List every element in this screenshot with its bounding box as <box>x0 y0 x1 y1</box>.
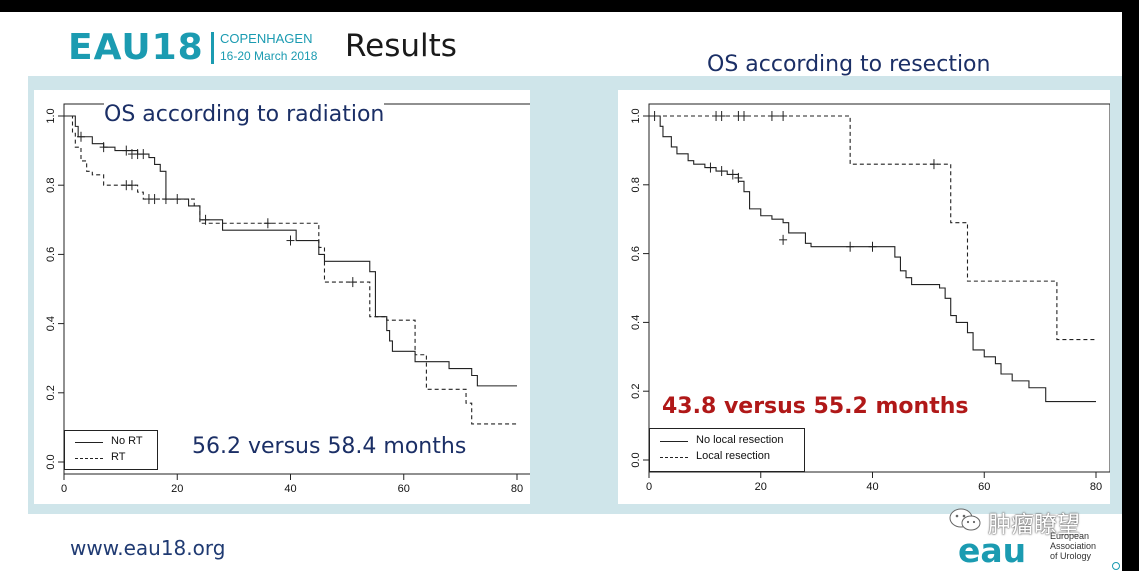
legend-label: No RT <box>111 435 143 447</box>
km-curve-solid <box>64 115 517 387</box>
km-plot-radiation: 0 20 40 60 80 0.0 0.2 0.4 0.6 0.8 1.0 OS according… <box>34 90 530 504</box>
y-tick-label: 1.0 <box>45 108 57 123</box>
legend: No RT RT <box>64 430 158 470</box>
logo-eau-text: EAU18 <box>68 27 204 68</box>
y-tick-label: 0.4 <box>45 316 57 331</box>
y-tick-label: 0.8 <box>630 177 642 192</box>
logo-divider <box>211 32 214 64</box>
y-tick-label: 0.6 <box>45 247 57 262</box>
y-tick-label: 0.4 <box>630 315 642 330</box>
legend-entry: Local resection <box>650 450 802 464</box>
legend-entry: No RT <box>65 435 155 449</box>
eau-logo-mark: eau <box>958 531 1027 570</box>
legend-entry: No local resection <box>650 434 802 448</box>
logo-city: COPENHAGEN <box>220 31 313 46</box>
legend-label: Local resection <box>696 450 770 462</box>
plot-title: OS according to radiation <box>104 102 385 127</box>
km-curve-dashed <box>649 115 1096 341</box>
y-tick-label: 0.0 <box>630 452 642 467</box>
x-tick-label: 20 <box>755 481 767 493</box>
legend-label: RT <box>111 451 126 463</box>
legend-label: No local resection <box>696 434 784 446</box>
x-tick-label: 80 <box>1090 481 1102 493</box>
median-comparison-text: 56.2 versus 58.4 months <box>192 434 467 459</box>
median-comparison-text: 43.8 versus 55.2 months <box>662 394 969 419</box>
plot-frame <box>648 103 1110 473</box>
y-tick-label: 1.0 <box>630 108 642 123</box>
org-line: Association <box>1050 541 1097 551</box>
right-black-bar <box>1122 0 1139 571</box>
legend-entry: RT <box>65 451 155 465</box>
eau-org-name: European Association of Urology <box>1050 531 1096 561</box>
footer-url: www.eau18.org <box>70 536 226 560</box>
y-tick-label: 0.0 <box>45 454 57 469</box>
top-black-bar <box>0 0 1139 12</box>
km-curve-solid <box>649 115 1096 403</box>
km-plot-resection-svg: 0 20 40 60 80 0.0 0.2 0.4 0.6 0.8 1.0 <box>630 103 1110 493</box>
right-plot-caption: OS according to resection <box>707 52 991 77</box>
legend-swatch-solid <box>75 442 103 443</box>
legend-swatch-dashed <box>660 457 688 458</box>
legend-swatch-solid <box>660 441 688 442</box>
corner-logo-icon <box>1112 562 1120 570</box>
x-tick-label: 40 <box>284 483 296 495</box>
km-curve-dashed <box>64 115 517 425</box>
plot-frame <box>63 103 530 475</box>
y-tick-label: 0.6 <box>630 246 642 261</box>
wechat-icon <box>949 508 981 531</box>
org-line: European <box>1050 531 1090 541</box>
slide-title: Results <box>345 28 457 64</box>
legend-swatch-dashed <box>75 458 103 459</box>
y-tick-label: 0.2 <box>45 385 57 400</box>
x-tick-label: 80 <box>511 483 523 495</box>
x-tick-label: 20 <box>171 483 183 495</box>
x-tick-label: 60 <box>398 483 410 495</box>
legend: No local resection Local resection <box>649 428 805 472</box>
km-plot-resection: 0 20 40 60 80 0.0 0.2 0.4 0.6 0.8 1.0 No local res… <box>618 90 1110 504</box>
x-tick-label: 40 <box>866 481 878 493</box>
x-tick-label: 60 <box>978 481 990 493</box>
y-tick-label: 0.8 <box>45 178 57 193</box>
x-tick-label: 0 <box>646 481 652 493</box>
org-line: of Urology <box>1050 551 1092 561</box>
watermark-text: 肿瘤瞭望 <box>988 512 1080 538</box>
x-tick-label: 0 <box>61 483 67 495</box>
logo-dates: 16-20 March 2018 <box>220 49 318 63</box>
y-tick-label: 0.2 <box>630 384 642 399</box>
